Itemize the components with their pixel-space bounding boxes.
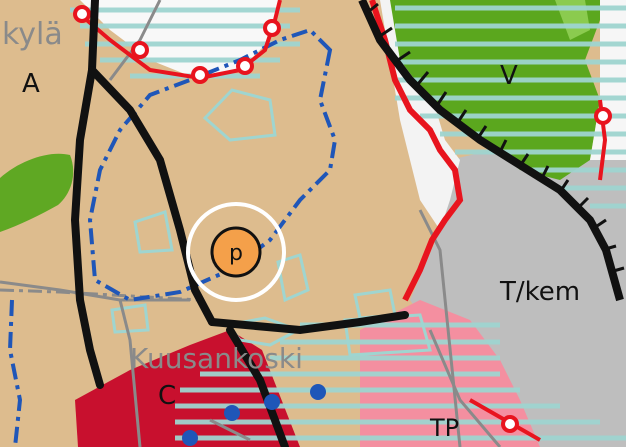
zone-label-a: A — [22, 69, 40, 99]
highlight-ring[interactable] — [186, 202, 286, 302]
zone-label-v: V — [500, 61, 518, 91]
green-strip-area — [0, 153, 74, 232]
cyan-hatch-bottom — [175, 322, 626, 441]
railway-ties — [367, 2, 625, 274]
railway-line — [358, 0, 624, 302]
red-boundary-line — [369, 0, 464, 302]
zone-label-tkem: T/kem — [499, 277, 580, 307]
blue-dot-markers — [182, 384, 326, 446]
village-name-fragment: kylä — [2, 17, 63, 52]
main-roads — [70, 0, 409, 447]
planning-boundary-blue-left — [7, 299, 23, 447]
parking-label: p — [229, 241, 243, 266]
municipal-boundary-dashdot — [0, 288, 201, 302]
red-circle-markers — [73, 5, 281, 84]
zone-label-tp: TP — [429, 414, 459, 442]
place-name-label: Kuusankoski — [130, 342, 303, 375]
zone-label-c: C — [158, 381, 176, 411]
parking-marker[interactable] — [210, 226, 262, 278]
red-circle-marker-bottom — [501, 415, 519, 433]
red-circle-marker-right — [594, 107, 612, 125]
